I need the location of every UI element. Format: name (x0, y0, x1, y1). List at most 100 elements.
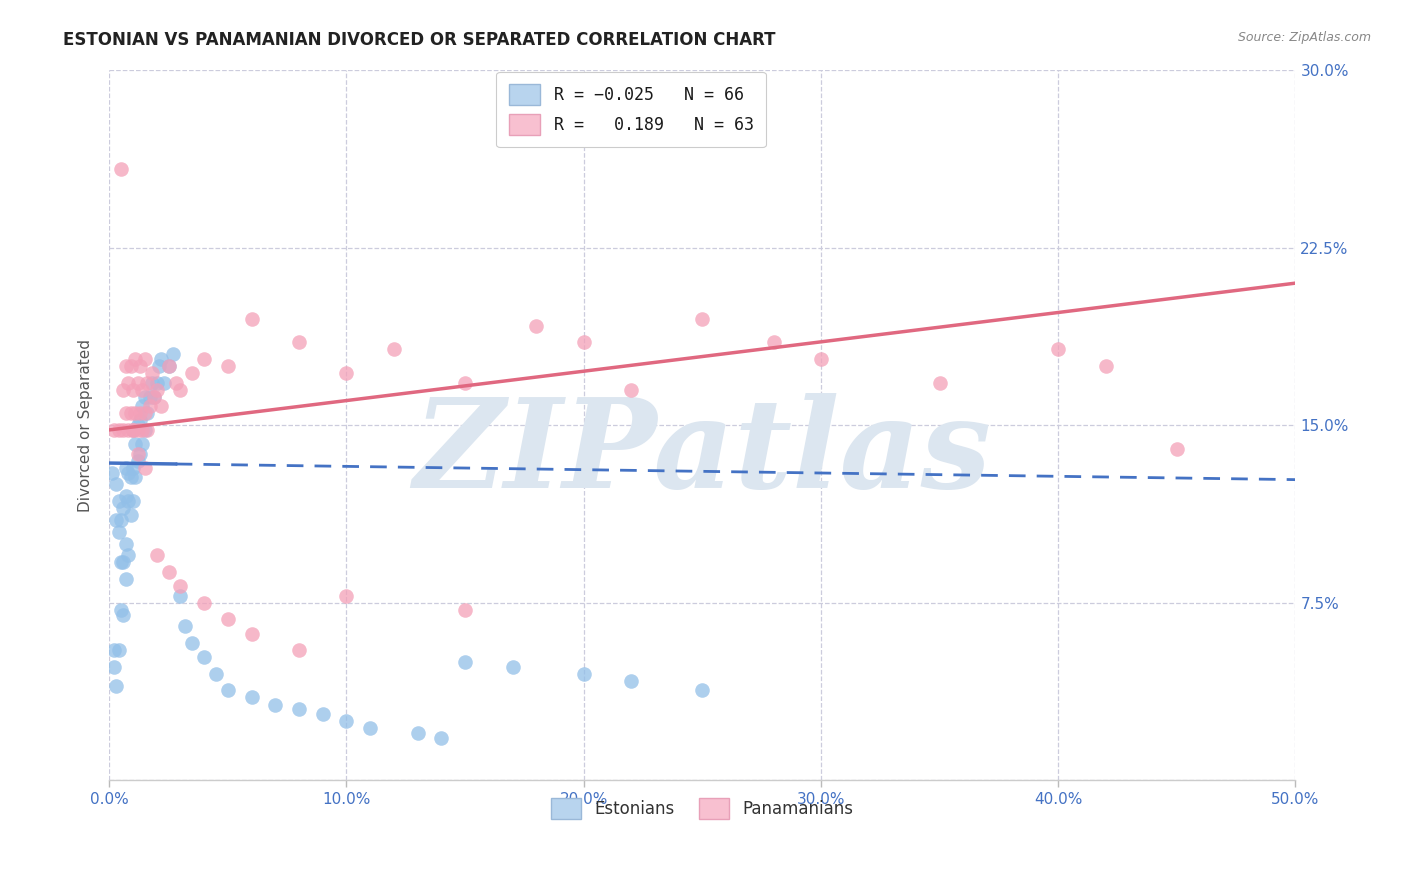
Point (120, 508, 142, 523)
Point (1166, 442, 1188, 456)
Point (148, 359, 170, 373)
Point (103, 643, 125, 657)
Point (100, 466, 122, 480)
Point (103, 423, 125, 437)
Point (127, 418, 149, 433)
Point (134, 351, 156, 366)
Point (150, 399, 173, 413)
Point (145, 376, 167, 390)
Text: ESTONIAN VS PANAMANIAN DIVORCED OR SEPARATED CORRELATION CHART: ESTONIAN VS PANAMANIAN DIVORCED OR SEPAR… (63, 31, 776, 49)
Point (572, 335, 595, 350)
Point (406, 726, 429, 740)
Point (107, 423, 129, 437)
Point (217, 359, 239, 373)
Point (454, 376, 477, 390)
Point (136, 376, 159, 390)
Point (120, 406, 142, 420)
Point (124, 470, 146, 484)
Point (124, 406, 146, 420)
Point (136, 406, 159, 420)
Legend: Estonians, Panamanians: Estonians, Panamanians (544, 791, 860, 825)
Point (120, 470, 142, 484)
Point (122, 423, 145, 437)
Y-axis label: Divorced or Separated: Divorced or Separated (79, 339, 93, 512)
Point (810, 351, 832, 366)
Point (103, 659, 125, 673)
Point (143, 390, 166, 404)
Point (134, 390, 156, 404)
Point (312, 706, 335, 721)
Point (217, 612, 239, 626)
Point (134, 460, 156, 475)
Point (112, 423, 135, 437)
Point (620, 673, 643, 688)
Point (150, 351, 173, 366)
Point (115, 406, 138, 420)
Point (115, 359, 138, 373)
Point (620, 383, 643, 397)
Point (157, 565, 180, 579)
Point (264, 698, 287, 712)
Point (117, 549, 139, 563)
Point (335, 714, 357, 728)
Point (115, 489, 138, 503)
Text: Source: ZipAtlas.com: Source: ZipAtlas.com (1237, 31, 1371, 45)
Point (110, 556, 132, 570)
Point (454, 655, 477, 669)
Point (127, 423, 149, 437)
Point (382, 343, 405, 357)
Point (124, 351, 146, 366)
Point (145, 383, 167, 397)
Point (127, 447, 149, 461)
Point (117, 494, 139, 508)
Point (692, 683, 714, 698)
Point (105, 513, 128, 527)
Point (240, 311, 263, 326)
Point (117, 423, 139, 437)
Point (138, 399, 160, 413)
Point (124, 437, 146, 451)
Point (134, 423, 156, 437)
Point (122, 460, 145, 475)
Point (359, 721, 381, 735)
Point (928, 376, 950, 390)
Point (153, 376, 176, 390)
Point (122, 423, 145, 437)
Point (129, 447, 152, 461)
Point (240, 626, 263, 640)
Point (107, 643, 129, 657)
Point (110, 603, 132, 617)
Point (112, 383, 135, 397)
Point (112, 607, 135, 622)
Point (288, 643, 311, 657)
Text: ZIPatlas: ZIPatlas (413, 392, 991, 515)
Point (131, 423, 153, 437)
Point (288, 335, 311, 350)
Point (162, 347, 184, 361)
Point (115, 460, 138, 475)
Point (141, 366, 163, 380)
Point (115, 536, 138, 550)
Point (288, 702, 311, 716)
Point (107, 524, 129, 539)
Point (138, 390, 160, 404)
Point (217, 683, 239, 698)
Point (1047, 343, 1070, 357)
Point (143, 390, 166, 404)
Point (454, 603, 477, 617)
Point (181, 636, 204, 650)
Point (762, 335, 785, 350)
Point (131, 437, 153, 451)
Point (134, 406, 156, 420)
Point (1094, 359, 1116, 373)
Point (110, 513, 132, 527)
Point (122, 494, 145, 508)
Point (127, 376, 149, 390)
Point (120, 359, 142, 373)
Point (110, 162, 132, 177)
Point (105, 477, 128, 491)
Point (136, 423, 159, 437)
Point (174, 619, 197, 633)
Point (117, 376, 139, 390)
Point (165, 376, 187, 390)
